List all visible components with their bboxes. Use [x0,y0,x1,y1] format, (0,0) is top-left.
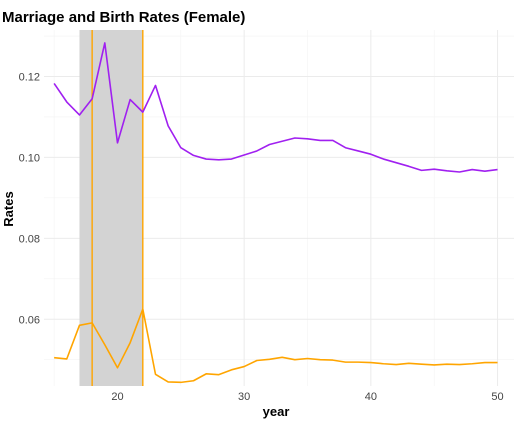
y-tick-label: 0.06 [19,314,40,326]
x-tick-label: 50 [491,391,503,403]
y-tick-label: 0.10 [19,152,40,164]
x-tick-label: 40 [365,391,377,403]
x-tick-label: 30 [238,391,250,403]
chart-title: Marriage and Birth Rates (Female) [2,9,245,26]
series-layer [53,42,498,384]
y-tick-label: 0.12 [19,72,40,84]
vertical-lines-layer [91,30,144,386]
x-tick-labels: 20 30 40 50 [111,391,503,403]
y-axis-label: Rates [1,191,16,226]
y-tick-label: 0.08 [19,233,40,245]
x-tick-label: 20 [111,391,123,403]
y-tick-labels: 0.06 0.08 0.10 0.12 [19,72,40,327]
x-axis-label: year [263,404,290,419]
series-line-1 [53,42,498,173]
series-line-2 [54,308,498,384]
